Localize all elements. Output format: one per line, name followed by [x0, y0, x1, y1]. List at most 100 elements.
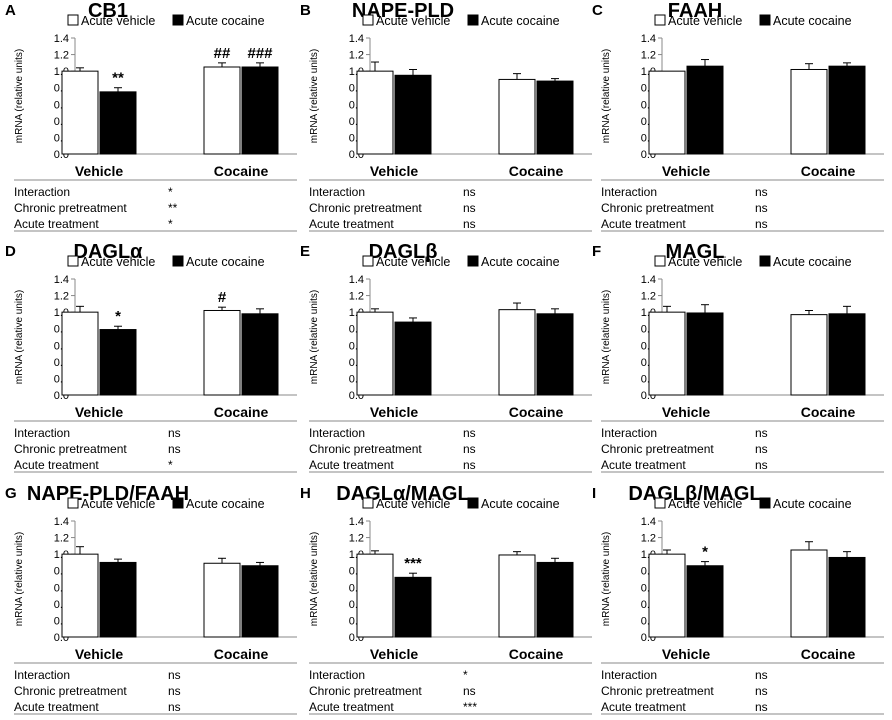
bar-cocaine-cocaine: [828, 556, 866, 638]
panel-title: CB1: [88, 0, 128, 22]
stat-value: ns: [168, 442, 181, 456]
bar-cocaine-cocaine: [241, 565, 279, 638]
stat-value: ns: [463, 426, 476, 440]
panel-letter: E: [300, 243, 310, 260]
category-label: Cocaine: [509, 163, 564, 179]
panel-title: DAGLβ: [369, 241, 438, 263]
bar-vehicle-cocaine: [790, 68, 828, 155]
stat-value: ns: [168, 668, 181, 682]
panel-letter: B: [300, 2, 311, 19]
stat-value: ns: [168, 426, 181, 440]
y-tick-label: 1.2: [54, 50, 69, 62]
bar-vehicle-cocaine: [203, 66, 241, 155]
category-label: Vehicle: [370, 646, 418, 662]
stat-value: ns: [755, 668, 768, 682]
category-label: Cocaine: [214, 163, 269, 179]
stat-value: ns: [755, 684, 768, 698]
category-label: Vehicle: [75, 404, 123, 420]
y-axis-label: mRNA (relative units): [601, 49, 612, 143]
y-tick-label: 1.2: [349, 50, 364, 62]
stat-value: ns: [463, 217, 476, 231]
significance-mark: *: [702, 544, 708, 561]
stat-value: ns: [463, 442, 476, 456]
bar-vehicle-vehicle: [356, 553, 394, 638]
legend-swatch-cocaine: [467, 497, 479, 509]
significance-mark: **: [112, 70, 124, 87]
legend-label-vehicle: Acute vehicle: [376, 14, 450, 28]
stat-value: ns: [463, 458, 476, 472]
bar-vehicle-cocaine: [790, 549, 828, 638]
category-label: Vehicle: [75, 646, 123, 662]
bar-vehicle-cocaine: [203, 309, 241, 396]
legend-swatch-vehicle: [654, 255, 666, 267]
y-tick-label: 1.4: [641, 33, 656, 45]
significance-mark: #: [218, 289, 227, 306]
significance-mark: ##: [214, 45, 231, 62]
stat-value: *: [168, 217, 173, 231]
legend-swatch-cocaine: [172, 255, 184, 267]
legend-label-cocaine: Acute cocaine: [186, 255, 265, 269]
y-axis-label: mRNA (relative units): [309, 532, 320, 626]
bar-cocaine-vehicle: [394, 576, 432, 638]
legend-label-vehicle: Acute vehicle: [81, 497, 155, 511]
legend-swatch-cocaine: [759, 14, 771, 26]
legend-label-cocaine: Acute cocaine: [481, 255, 560, 269]
legend-swatch-vehicle: [67, 255, 79, 267]
category-label: Cocaine: [801, 404, 856, 420]
stat-label: Chronic pretreatment: [601, 442, 714, 456]
stat-value: ns: [755, 700, 768, 714]
legend-label-vehicle: Acute vehicle: [668, 497, 742, 511]
y-axis-label: mRNA (relative units): [14, 290, 25, 384]
legend-swatch-cocaine: [172, 497, 184, 509]
stat-label: Acute treatment: [14, 458, 99, 472]
stat-value: **: [168, 201, 178, 215]
panel-letter: F: [592, 243, 601, 260]
legend-label-vehicle: Acute vehicle: [376, 255, 450, 269]
y-tick-label: 1.4: [641, 274, 656, 286]
stat-label: Acute treatment: [309, 458, 394, 472]
stat-label: Interaction: [309, 185, 365, 199]
legend-swatch-cocaine: [759, 255, 771, 267]
legend-label-vehicle: Acute vehicle: [376, 497, 450, 511]
legend-label-vehicle: Acute vehicle: [81, 14, 155, 28]
stat-label: Acute treatment: [309, 217, 394, 231]
stat-label: Acute treatment: [309, 700, 394, 714]
stat-value: ns: [168, 684, 181, 698]
stat-label: Chronic pretreatment: [14, 201, 127, 215]
legend-swatch-vehicle: [362, 255, 374, 267]
bar-cocaine-vehicle: [99, 561, 137, 638]
stat-label: Chronic pretreatment: [601, 684, 714, 698]
bar-vehicle-cocaine: [790, 314, 828, 396]
y-tick-label: 1.2: [54, 291, 69, 303]
bar-vehicle-vehicle: [648, 553, 686, 638]
y-axis-label: mRNA (relative units): [601, 532, 612, 626]
stat-label: Interaction: [309, 668, 365, 682]
panel-letter: D: [5, 243, 16, 260]
panel-title: NAPE-PLD: [352, 0, 454, 22]
category-label: Cocaine: [801, 646, 856, 662]
y-tick-label: 1.4: [54, 274, 69, 286]
significance-mark: ###: [247, 45, 273, 62]
legend-label-cocaine: Acute cocaine: [186, 497, 265, 511]
category-label: Cocaine: [214, 646, 269, 662]
legend-swatch-vehicle: [654, 14, 666, 26]
bar-vehicle-vehicle: [356, 311, 394, 396]
category-label: Cocaine: [801, 163, 856, 179]
bar-cocaine-cocaine: [536, 313, 574, 396]
stat-value: ns: [755, 217, 768, 231]
legend-swatch-vehicle: [654, 497, 666, 509]
legend-label-vehicle: Acute vehicle: [668, 255, 742, 269]
stat-label: Interaction: [601, 668, 657, 682]
stat-label: Acute treatment: [14, 217, 99, 231]
panel-title: FAAH: [668, 0, 722, 22]
y-tick-label: 1.2: [641, 291, 656, 303]
bar-cocaine-vehicle: [394, 74, 432, 155]
legend-swatch-vehicle: [67, 14, 79, 26]
bar-vehicle-vehicle: [61, 311, 99, 396]
bar-vehicle-vehicle: [648, 70, 686, 155]
